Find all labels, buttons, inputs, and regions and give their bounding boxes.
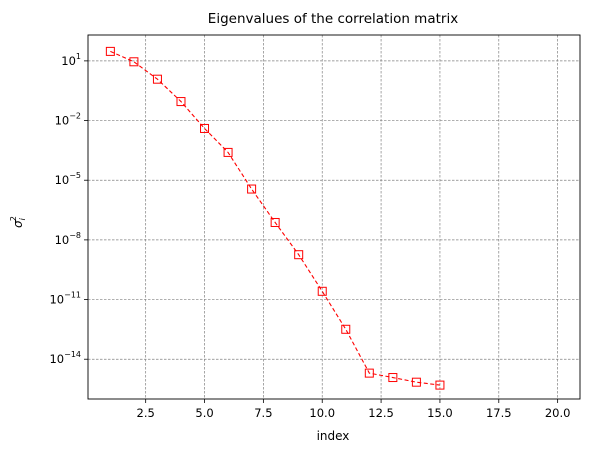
- y-tick-exponent: −11: [64, 291, 81, 300]
- y-tick-label: 10−5: [55, 171, 81, 187]
- data-point: [317, 286, 327, 296]
- y-tick-base: 10: [49, 352, 64, 366]
- series-line: [110, 50, 441, 386]
- y-tick-exponent: −8: [69, 231, 81, 240]
- x-axis: 2.5 5.0 7.5 10.0 12.5 15.0 17.5 20.0: [137, 399, 571, 420]
- data-point: [176, 97, 186, 107]
- y-axis-label-subscript: i: [18, 217, 27, 220]
- data-point: [200, 123, 210, 133]
- data-point: [270, 217, 280, 227]
- y-axis-label-superscript: 2: [9, 216, 18, 221]
- grid-lines: [88, 35, 580, 399]
- y-tick-exponent: −2: [69, 112, 81, 121]
- x-tick-label: 20.0: [545, 406, 571, 420]
- data-point: [152, 74, 162, 84]
- y-tick-exponent: −5: [69, 171, 81, 180]
- y-tick-label: 10−8: [55, 231, 81, 247]
- data-point: [388, 373, 398, 383]
- y-tick-base: 10: [55, 114, 70, 128]
- y-tick-label: 101: [61, 52, 81, 68]
- y-tick-base: 10: [61, 54, 76, 68]
- y-tick-label: 10−14: [49, 350, 81, 366]
- data-point: [129, 57, 139, 67]
- data-point: [247, 184, 257, 194]
- data-point: [105, 46, 115, 56]
- data-point: [341, 324, 351, 334]
- y-tick-label: 10−11: [49, 291, 81, 307]
- x-tick-label: 12.5: [368, 406, 394, 420]
- y-tick-base: 10: [49, 293, 64, 307]
- x-tick-label: 17.5: [486, 406, 512, 420]
- y-tick-base: 10: [55, 233, 70, 247]
- y-tick-base: 10: [55, 173, 70, 187]
- plot-frame: [87, 34, 581, 400]
- data-point: [364, 368, 374, 378]
- y-tick-exponent: −14: [64, 350, 81, 359]
- data-point: [223, 147, 233, 157]
- x-tick-label: 5.0: [195, 406, 213, 420]
- y-axis-label: σi2: [9, 216, 27, 228]
- x-tick-label: 2.5: [137, 406, 155, 420]
- chart-title: Eigenvalues of the correlation matrix: [208, 11, 458, 27]
- data-point: [435, 380, 445, 390]
- x-tick-label: 15.0: [427, 406, 453, 420]
- data-point: [294, 250, 304, 260]
- series-layer: [105, 46, 445, 390]
- x-axis-label: index: [317, 429, 350, 443]
- y-tick-label: 10−2: [55, 112, 81, 128]
- x-tick-label: 7.5: [254, 406, 272, 420]
- data-point: [411, 377, 421, 387]
- x-tick-label: 10.0: [309, 406, 335, 420]
- y-axis-label-symbol: σ: [11, 220, 25, 228]
- y-tick-exponent: 1: [76, 52, 81, 61]
